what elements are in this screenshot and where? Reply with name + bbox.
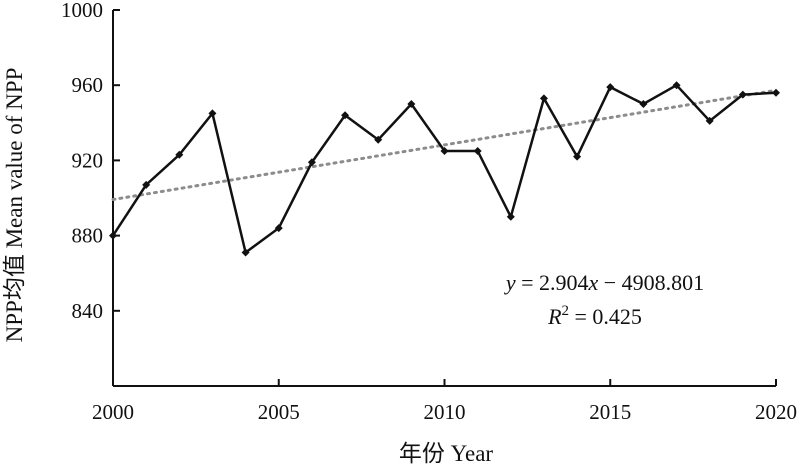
data-point	[440, 147, 449, 155]
x-tick-label: 2010	[424, 400, 466, 424]
r-squared: R2 = 0.425	[547, 303, 642, 329]
data-point	[208, 109, 217, 118]
trendline	[111, 88, 778, 202]
y-tick-label: 920	[72, 148, 104, 172]
data-point	[539, 94, 548, 103]
data-point	[241, 248, 250, 257]
data-point	[606, 83, 615, 92]
x-tick-label: 2000	[92, 400, 134, 424]
y-tick-label: 840	[72, 299, 104, 323]
data-point	[341, 111, 350, 120]
y-tick-label: 1000	[61, 0, 103, 22]
data-point	[374, 135, 383, 144]
y-tick-label: 960	[72, 73, 104, 97]
data-point	[639, 100, 648, 108]
regression-equation: y = 2.904x − 4908.801	[504, 270, 704, 295]
data-point	[175, 150, 184, 159]
x-tick-label: 2005	[258, 400, 300, 424]
data-point	[407, 100, 416, 108]
data-point	[307, 158, 316, 167]
data-point	[473, 147, 482, 155]
y-tick-label: 880	[72, 224, 104, 248]
x-tick-label: 2015	[589, 400, 631, 424]
axes	[112, 10, 776, 387]
data-point	[274, 224, 283, 233]
data-point	[705, 116, 714, 125]
y-axis-title: NPP均值 Mean value of NPP	[2, 68, 27, 343]
data-point	[109, 231, 117, 240]
series-markers	[109, 81, 780, 257]
data-point	[738, 90, 747, 99]
data-point	[573, 152, 582, 161]
x-ticks: 2000 2005 2010 2015 2020	[92, 379, 797, 424]
data-point	[772, 88, 780, 97]
x-axis-title: 年份 Year	[399, 441, 493, 466]
data-point	[672, 81, 681, 90]
y-ticks: 840 880 920 960 1000	[61, 0, 120, 323]
data-point	[506, 212, 515, 221]
data-point	[142, 180, 151, 189]
x-tick-label: 2020	[755, 400, 797, 424]
